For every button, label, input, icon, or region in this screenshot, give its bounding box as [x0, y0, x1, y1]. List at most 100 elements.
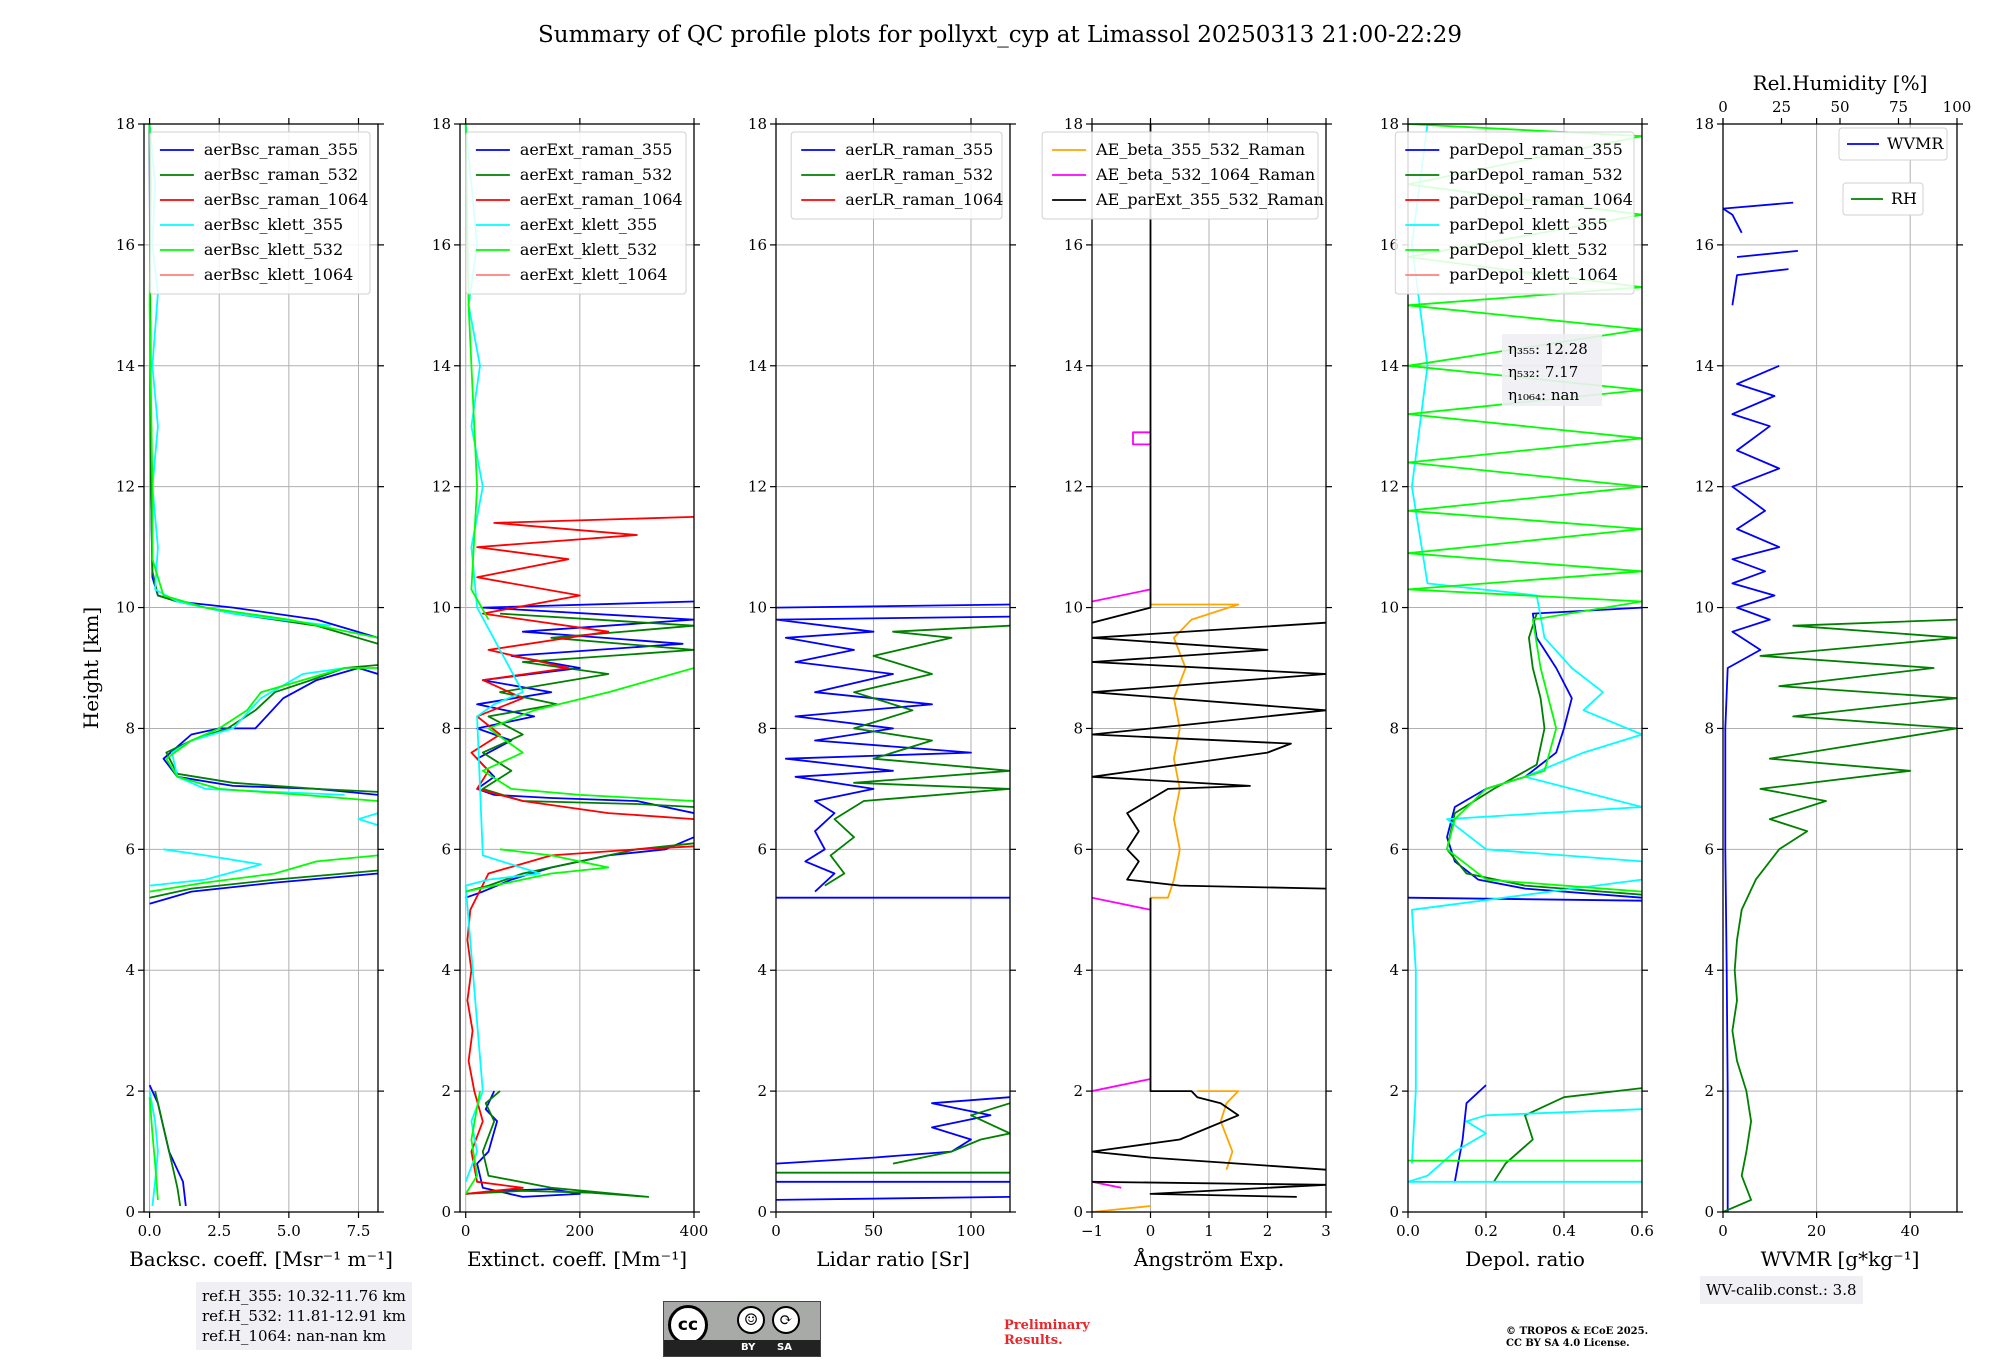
y-tick-label: 4: [125, 961, 135, 979]
legend-label: parDepol_raman_355: [1449, 140, 1622, 159]
x-tick-label: 2.5: [207, 1222, 231, 1240]
series-line-aerExt_klett_355: [464, 124, 541, 1183]
y-tick-label: 8: [1704, 719, 1714, 737]
top-x-tick-label: 100: [1943, 98, 1972, 116]
legend-label: parDepol_klett_1064: [1449, 265, 1618, 284]
series-line-aerBsc_klett_532: [148, 124, 378, 1200]
y-tick-label: 0: [1073, 1203, 1083, 1221]
y-tick-label: 4: [757, 961, 767, 979]
copyright-notice: © TROPOS & ECoE 2025. CC BY SA 4.0 Licen…: [1506, 1326, 1726, 1350]
series-line-aerBsc_raman_532: [148, 124, 378, 1207]
y-tick-label: 8: [125, 719, 135, 737]
y-tick-label: 2: [1389, 1082, 1399, 1100]
series-line-aerLR_raman_355: [776, 603, 1010, 1201]
preliminary-notice: Preliminary Results.: [1004, 1318, 1124, 1348]
y-tick-label: 8: [1389, 719, 1399, 737]
y-tick-label: 8: [1073, 719, 1083, 737]
y-tick-label: 18: [432, 115, 451, 133]
y-tick-label: 14: [1064, 357, 1083, 375]
share-alike-icon: ⟳: [772, 1306, 800, 1334]
y-tick-label: 4: [1389, 961, 1399, 979]
y-tick-label: 10: [116, 599, 135, 617]
x-tick-label: 0: [1718, 1222, 1728, 1240]
eta-annotation-line: η₅₃₂: 7.17: [1508, 363, 1578, 381]
y-tick-label: 12: [1064, 478, 1083, 496]
y-tick-label: 12: [116, 478, 135, 496]
x-tick-label: 0.4: [1552, 1222, 1576, 1240]
preliminary-line-2: Results.: [1004, 1333, 1063, 1348]
series-group: [1408, 124, 1642, 1183]
series-line-RH: [1723, 618, 1957, 1212]
y-tick-label: 0: [125, 1203, 135, 1221]
y-tick-label: 10: [432, 599, 451, 617]
legend-label: parDepol_raman_532: [1449, 165, 1622, 184]
legend-label: aerExt_klett_1064: [520, 265, 668, 284]
ref-line-355: ref.H_355: 10.32-11.76 km: [202, 1287, 406, 1305]
series-line-aerExt_raman_1064: [465, 516, 694, 1195]
legend-box: [1394, 131, 1635, 295]
y-tick-label: 12: [748, 478, 767, 496]
cc-license-badge[interactable]: cc ☺ ⟳ BY SA: [663, 1301, 821, 1357]
ref-line-532: ref.H_532: 11.81-12.91 km: [202, 1307, 406, 1325]
copyright-line-2: CC BY SA 4.0 License.: [1506, 1338, 1630, 1349]
top-x-tick-label: 75: [1889, 98, 1908, 116]
y-tick-label: 16: [1380, 236, 1399, 254]
y-tick-label: 10: [748, 599, 767, 617]
y-tick-label: 4: [441, 961, 451, 979]
legend-box: [790, 131, 1003, 220]
wv-calib-box: WV-calib.const.: 3.8: [1700, 1276, 1863, 1304]
x-tick-label: 0.2: [1474, 1222, 1498, 1240]
series-line-parDepol_klett_355: [1408, 124, 1642, 1183]
y-tick-label: 6: [1704, 840, 1714, 858]
series-line-aerExt_klett_532: [464, 124, 694, 1195]
legend-label: parDepol_klett_355: [1449, 215, 1607, 234]
cc-by-label: BY: [741, 1342, 756, 1353]
series-group: [776, 603, 1010, 1201]
x-tick-label: 50: [864, 1222, 883, 1240]
y-tick-label: 12: [1695, 478, 1714, 496]
legend-label: aerExt_klett_355: [520, 215, 657, 234]
x-tick-label: 1: [1204, 1222, 1214, 1240]
legend-label: aerExt_raman_532: [520, 165, 673, 184]
series-line-aerBsc_klett_355: [148, 124, 378, 1207]
y-tick-label: 2: [1073, 1082, 1083, 1100]
legend-label: parDepol_raman_1064: [1449, 190, 1633, 209]
y-tick-label: 0: [1389, 1203, 1399, 1221]
series-group: [464, 124, 694, 1198]
y-tick-label: 0: [441, 1203, 451, 1221]
y-tick-label: 18: [116, 115, 135, 133]
x-tick-label: 5.0: [277, 1222, 301, 1240]
y-tick-label: 6: [1389, 840, 1399, 858]
y-tick-label: 0: [1704, 1203, 1714, 1221]
y-tick-label: 2: [757, 1082, 767, 1100]
legend-label: aerExt_raman_355: [520, 140, 673, 159]
x-tick-label: 0: [461, 1222, 471, 1240]
legend-label: AE_beta_355_532_Raman: [1095, 140, 1305, 159]
copyright-line-1: © TROPOS & ECoE 2025.: [1506, 1326, 1649, 1337]
legend-label: AE_beta_532_1064_Raman: [1095, 165, 1315, 184]
legend-label: AE_parExt_355_532_Raman: [1095, 190, 1324, 209]
preliminary-line-1: Preliminary: [1004, 1318, 1090, 1333]
series-line-aerLR_raman_532: [776, 624, 1010, 1174]
x-tick-label: 20: [1807, 1222, 1826, 1240]
x-axis-label: Lidar ratio [Sr]: [816, 1247, 970, 1271]
top-x-tick-label: 25: [1772, 98, 1791, 116]
y-tick-label: 16: [116, 236, 135, 254]
chart-panel-wvmr: 0 20 40 0 2 4 6 8 10 12 14 16 18 WVMR [g*kg⁻¹] 0 25 50 75…: [1695, 71, 1971, 1271]
series-line-AE_beta_532_1064_Raman: [1092, 431, 1151, 1189]
y-tick-label: 4: [1704, 961, 1714, 979]
y-tick-label: 6: [441, 840, 451, 858]
x-tick-label: 0: [1146, 1222, 1156, 1240]
y-tick-label: 12: [1380, 478, 1399, 496]
series-line-AE_parExt_355_532_Raman: [1092, 124, 1326, 1198]
y-tick-label: 2: [441, 1082, 451, 1100]
x-axis-label: Depol. ratio: [1465, 1247, 1585, 1271]
chart-panel-extinction: 0 200 400 0 2 4 6 8 10 12 14 16 18 Extinct. coeff. [M…: [432, 115, 708, 1271]
y-tick-label: 18: [1380, 115, 1399, 133]
y-tick-label: 16: [432, 236, 451, 254]
series-group: [1092, 124, 1326, 1212]
y-axis-label: Height [km]: [79, 607, 103, 729]
y-tick-label: 6: [1073, 840, 1083, 858]
eta-annotation-box: [1502, 334, 1602, 406]
